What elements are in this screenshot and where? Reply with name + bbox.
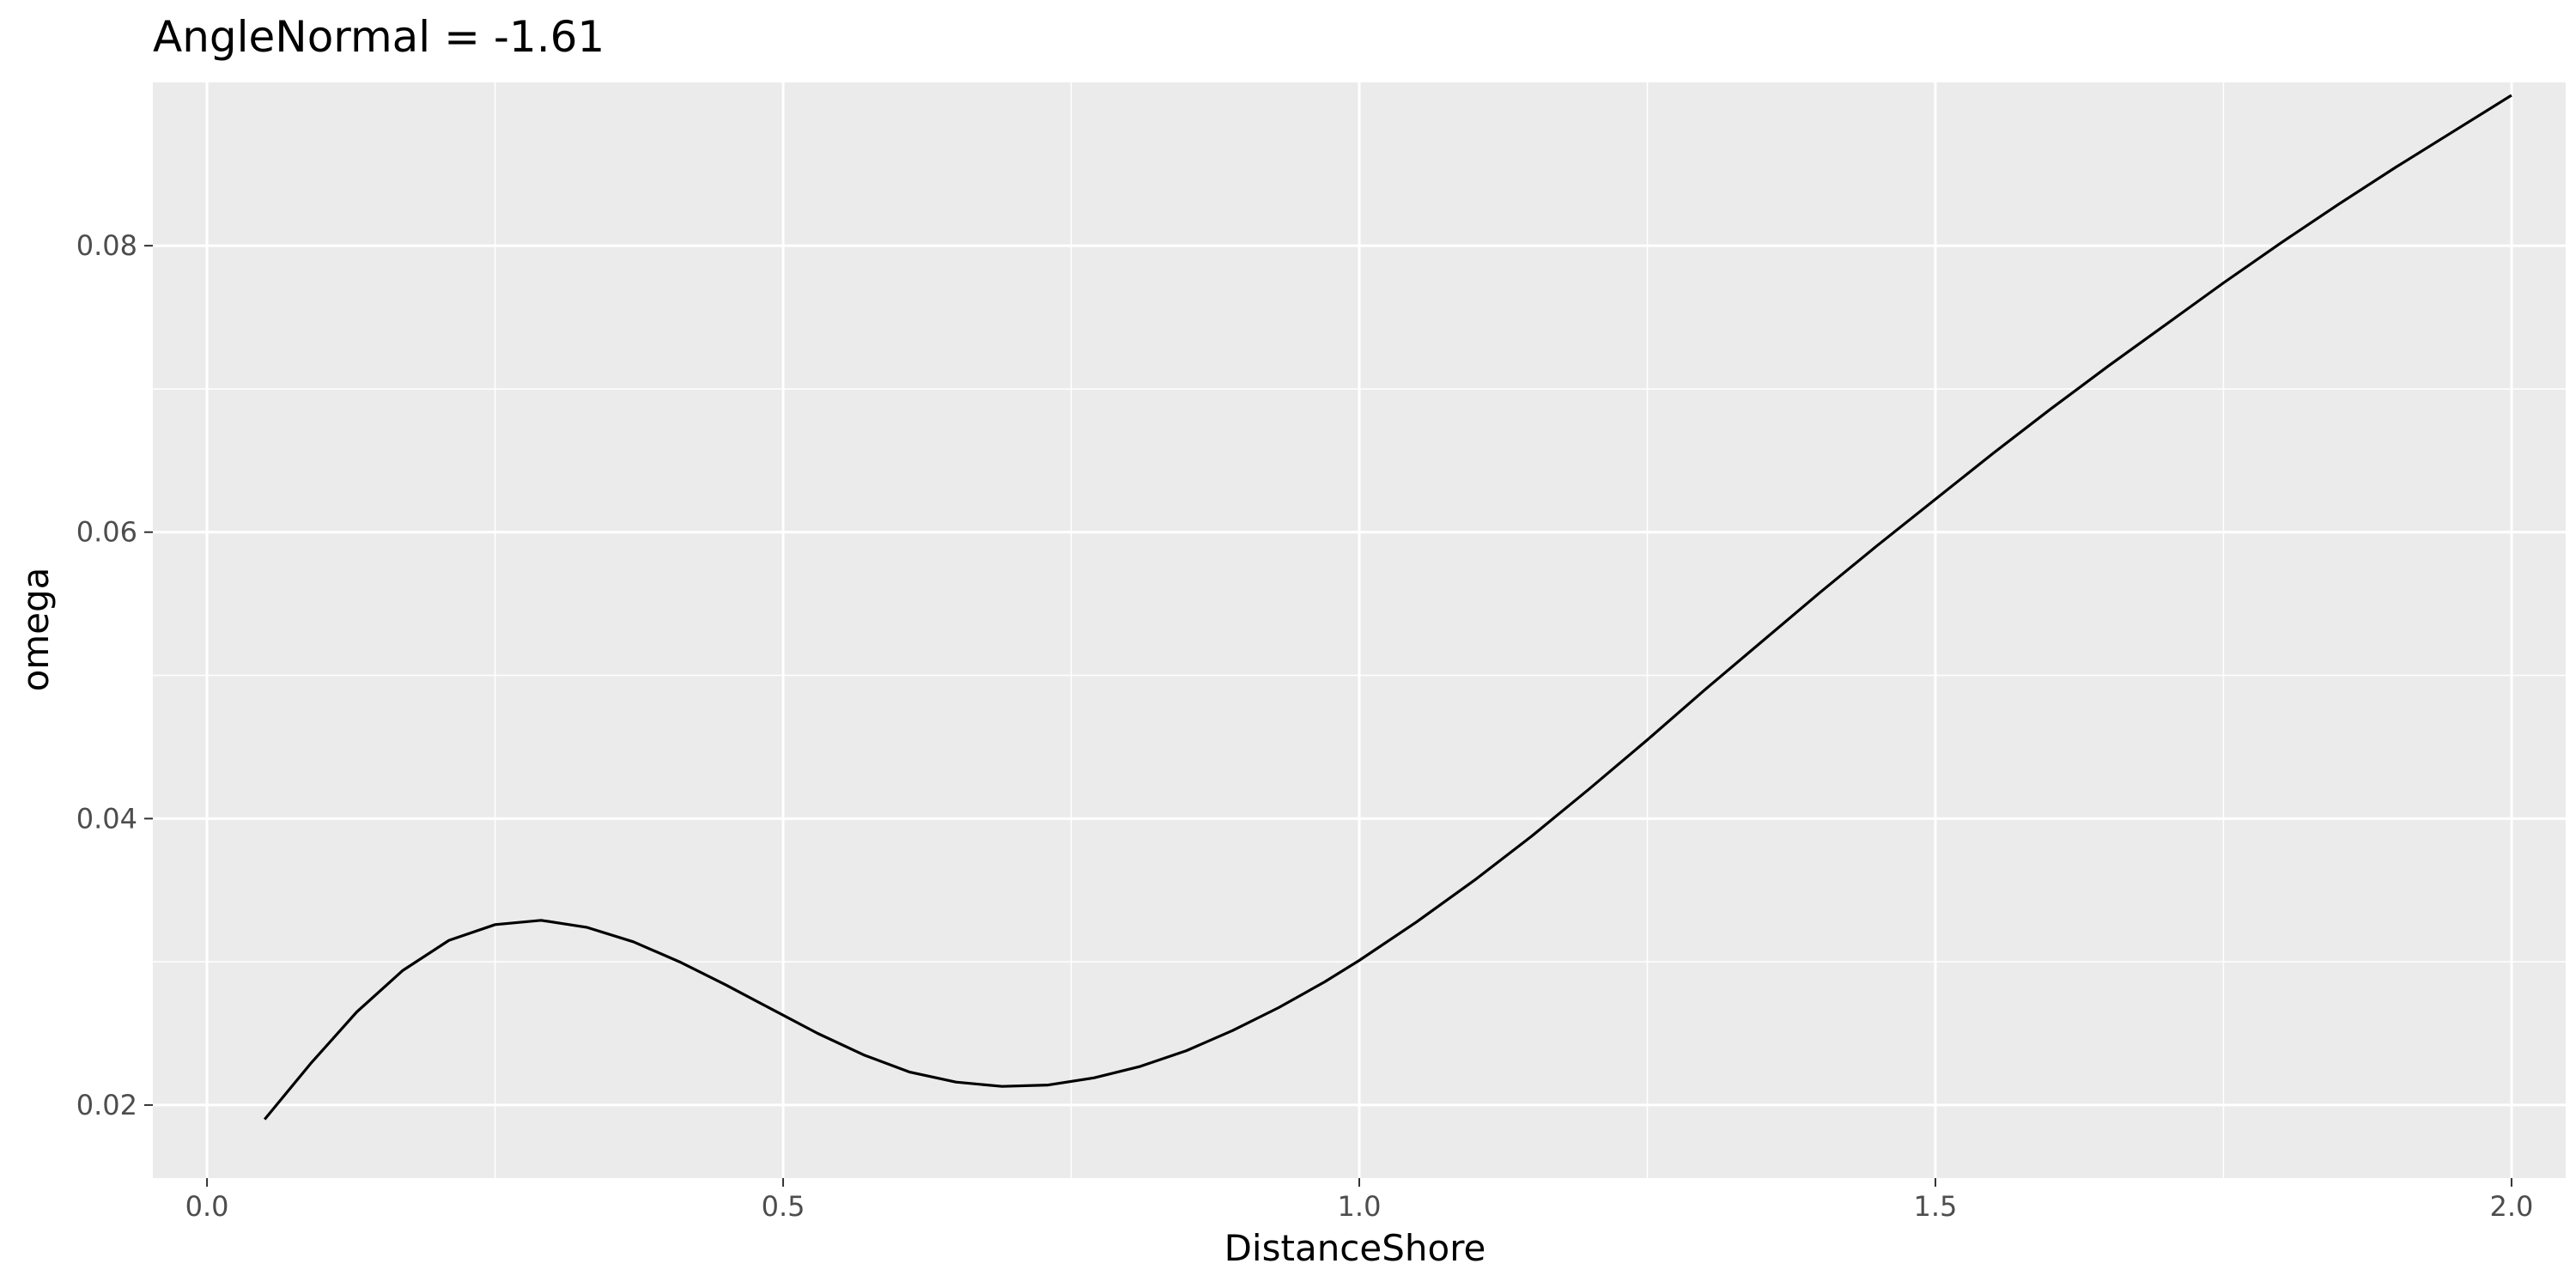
- series-line: [263, 94, 2512, 1121]
- y-tick-label: 0.08: [76, 229, 137, 262]
- chart-title: AngleNormal = -1.61: [153, 12, 605, 62]
- x-tick-label: 1.5: [1914, 1190, 1958, 1223]
- x-axis: 0.0 0.5 1.0 1.5 2.0: [185, 1178, 2533, 1223]
- y-tick-label: 0.06: [76, 516, 137, 549]
- data-layer: [263, 94, 2512, 1121]
- x-tick-label: 1.0: [1338, 1190, 1382, 1223]
- y-axis: 0.02 0.04 0.06 0.08: [76, 229, 153, 1121]
- grid-major: [153, 82, 2566, 1178]
- x-tick-label: 0.5: [762, 1190, 805, 1223]
- x-tick-label: 2.0: [2489, 1190, 2533, 1223]
- x-tick-label: 0.0: [185, 1190, 229, 1223]
- y-tick-label: 0.04: [76, 802, 137, 835]
- x-axis-title: DistanceShore: [1224, 1227, 1486, 1269]
- y-tick-label: 0.02: [76, 1089, 137, 1121]
- y-axis-title: omega: [15, 568, 57, 692]
